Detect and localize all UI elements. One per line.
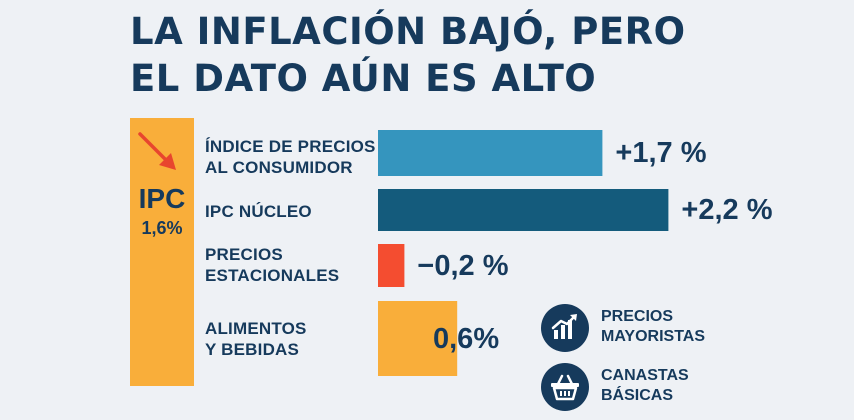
value-label-2: −0,2 % [417,249,509,282]
chart-growth-icon [541,304,589,352]
ipc-label: IPC [138,183,186,214]
shopping-basket-icon [541,363,589,411]
bar-1 [378,189,669,231]
title-line-1: LA INFLACIÓN BAJÓ, PERO [130,10,686,53]
bar-2 [378,244,405,287]
category-label-2: PRECIOS ESTACIONALES [205,245,340,285]
bar-3 [378,301,458,376]
legend-baskets-label: CANASTAS BÁSICAS [601,367,689,404]
bar-0 [378,130,603,176]
ipc-highlight-column: IPC 1,6% [130,118,194,386]
category-label-1: IPC NÚCLEO [205,202,312,221]
arrow-down-right-icon [138,132,176,170]
category-label-3: ALIMENTOS Y BEBIDAS [205,319,307,359]
legend-wholesale-label: PRECIOS MAYORISTAS [601,308,706,345]
value-label-0: +1,7 % [615,137,707,169]
value-label-3: 0,6% [433,322,500,355]
value-label-1: +2,2 % [681,194,773,226]
category-label-0: ÍNDICE DE PRECIOS AL CONSUMIDOR [205,137,376,177]
page-title: LA INFLACIÓN BAJÓ, PERO EL DATO AÚN ES A… [130,8,686,102]
title-line-2: EL DATO AÚN ES ALTO [130,57,597,100]
ipc-value: 1,6% [141,218,183,238]
